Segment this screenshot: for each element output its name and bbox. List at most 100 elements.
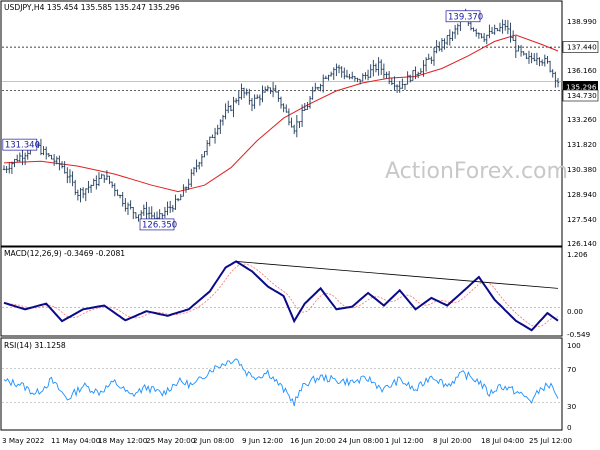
macd-title: MACD(12,26,9) -0.3469 -0.2081 [4, 249, 125, 258]
price-bar [493, 24, 496, 35]
price-bar [242, 87, 246, 99]
price-bar [290, 117, 293, 128]
price-tick-label: 128.940 [567, 190, 597, 199]
price-bar [324, 75, 328, 79]
price-bar [351, 71, 354, 80]
price-bar [480, 33, 483, 39]
price-bar [248, 88, 251, 105]
price-bar [311, 86, 314, 100]
price-annotation: 139.370 [445, 10, 483, 22]
rsi-tick-label: 0 [567, 423, 572, 432]
price-bar [504, 19, 507, 31]
x-tick-label: 25 May 20:00 [146, 436, 196, 445]
rsi-tick-label: 70 [567, 365, 577, 374]
price-bar [121, 192, 124, 207]
price-bar [477, 32, 481, 39]
price-tick-label: 138.990 [567, 17, 597, 26]
level-tag-137440: 137.440 [562, 41, 599, 53]
price-bar [498, 22, 502, 32]
price-bar [195, 159, 198, 173]
price-bar [113, 183, 116, 197]
price-bar [506, 20, 510, 35]
price-bar [446, 34, 449, 46]
x-tick-label: 25 Jul 12:00 [529, 436, 573, 445]
level-tag-134730: 134.730 [562, 89, 599, 102]
price-bar [285, 104, 288, 113]
price-tick-label: 133.260 [567, 115, 597, 124]
price-bar [306, 102, 309, 111]
price-bar [37, 142, 40, 149]
price-bar [340, 66, 343, 78]
price-bar [10, 161, 14, 174]
price-bar [435, 39, 438, 54]
price-bar [79, 187, 82, 203]
annotation-box [139, 218, 175, 231]
price-bar [456, 23, 459, 35]
macd-panel [0, 246, 563, 337]
price-bar [438, 41, 441, 52]
price-bar [382, 63, 386, 79]
x-tick-label: 18 May 12:00 [98, 436, 148, 445]
price-bar [393, 76, 396, 91]
price-bar [134, 212, 138, 219]
price-annotation: 131.340 [2, 138, 40, 151]
price-bar [511, 30, 515, 41]
price-bar [184, 186, 188, 193]
price-bar [250, 97, 254, 112]
price-bar [74, 179, 77, 196]
price-bar [108, 175, 111, 185]
price-bar [279, 96, 283, 109]
price-bar [475, 28, 478, 37]
price-tick-label: 127.540 [567, 215, 597, 224]
price-tick-label: 136.160 [567, 66, 597, 75]
price-bar [253, 94, 256, 109]
annotation-label: 126.350 [142, 220, 177, 230]
price-bar [496, 28, 499, 32]
price-bar [519, 45, 523, 57]
price-bar [147, 206, 151, 219]
price-bar [216, 124, 219, 136]
price-bar [358, 78, 362, 85]
price-bar [219, 119, 222, 134]
price-bar [369, 64, 372, 78]
price-bar [8, 162, 11, 174]
price-bar [543, 54, 547, 67]
price-bar [343, 67, 346, 80]
price-bar [314, 82, 317, 92]
price-bar [200, 153, 204, 167]
price-bar [348, 73, 351, 80]
price-bar [124, 198, 127, 212]
price-bar [263, 86, 267, 93]
price-bar [295, 115, 299, 138]
price-bar [224, 103, 227, 120]
macd-plot [2, 260, 562, 332]
x-tick-label: 18 Jul 04:00 [481, 436, 525, 445]
price-bar [535, 52, 539, 66]
price-bar [361, 73, 364, 82]
price-bar [23, 152, 27, 166]
price-bar [137, 214, 140, 222]
price-bar [554, 71, 557, 88]
rsi-tick-label: 30 [567, 402, 577, 411]
price-bar [282, 103, 285, 113]
price-bar [42, 146, 45, 156]
price-bar [100, 173, 103, 179]
rsi-plot [2, 358, 562, 407]
price-bar [213, 127, 217, 144]
price-bar [327, 74, 330, 81]
price-bar [517, 45, 520, 52]
price-bar [39, 138, 43, 156]
price-bar [287, 108, 291, 126]
price-bar [424, 57, 428, 72]
price-bar [18, 152, 22, 162]
price-bar [145, 201, 148, 219]
price-bar [533, 53, 536, 62]
price-bar [179, 193, 182, 201]
price-y-ticks: 138.990 136.160 133.260 131.820 130.380 … [567, 17, 597, 248]
price-bar [142, 204, 146, 216]
price-bar [530, 52, 533, 64]
price-bar [166, 201, 169, 216]
price-bar [15, 154, 19, 162]
price-bar [171, 205, 175, 213]
